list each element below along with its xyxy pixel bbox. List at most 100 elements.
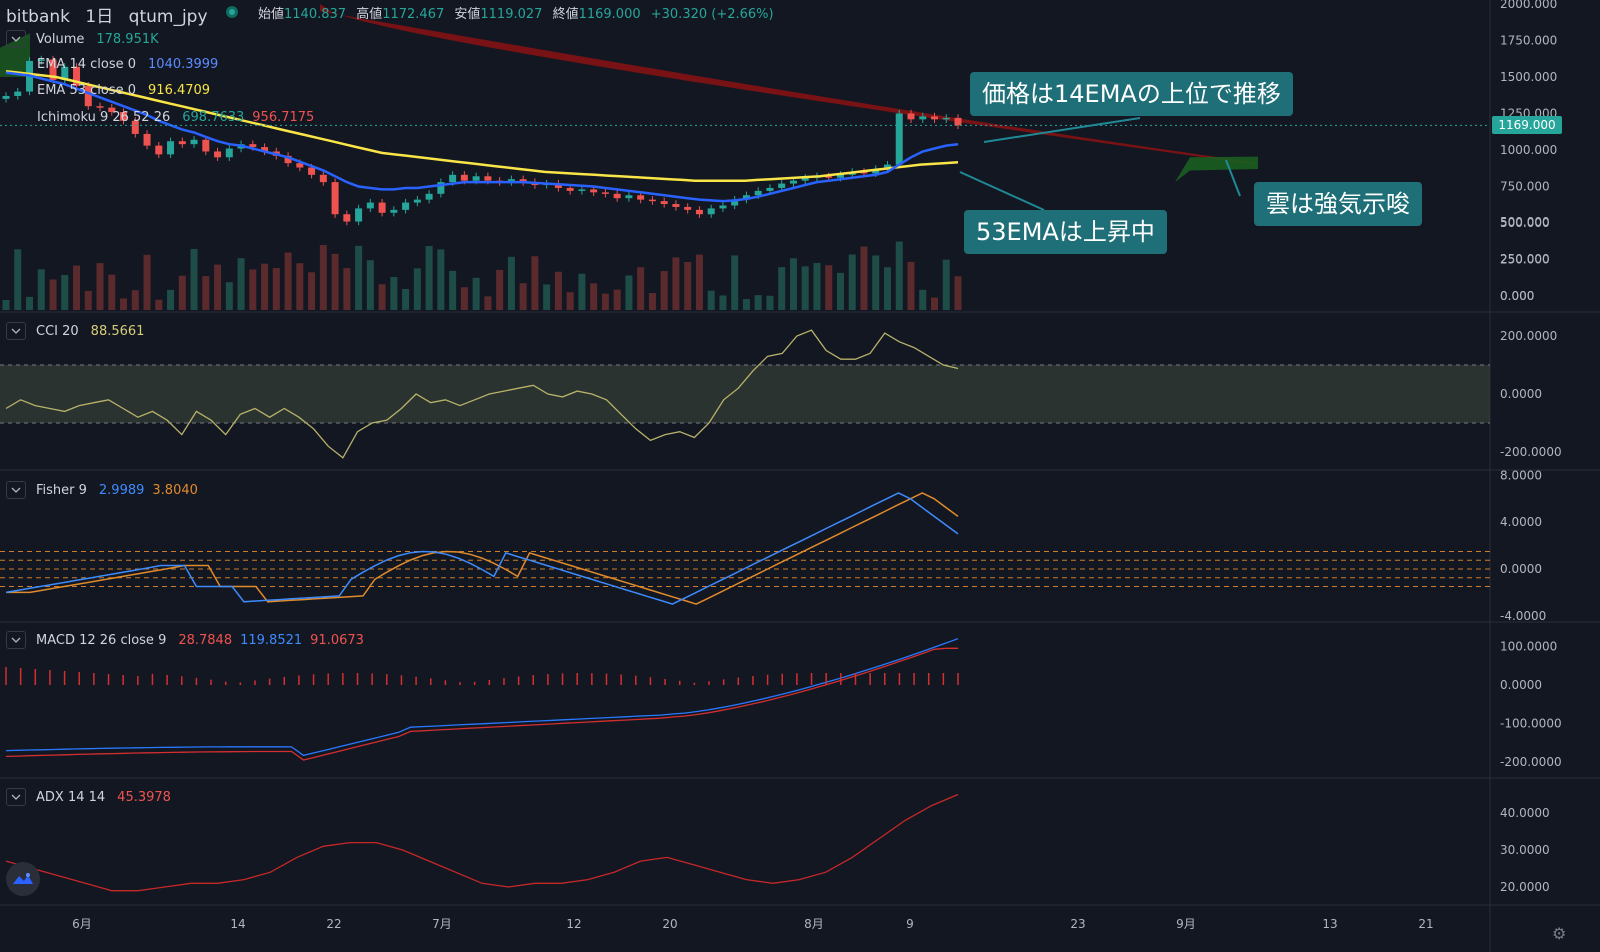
volume-bar (930, 297, 938, 310)
legend-value: 45.3978 (117, 789, 171, 805)
interval-label[interactable]: 1日 (85, 7, 114, 27)
legend-value: 91.0673 (310, 632, 364, 648)
cci-tick-label: 200.0000 (1500, 329, 1557, 343)
chevron-down-icon[interactable] (6, 788, 26, 806)
volume-bar (507, 256, 515, 310)
volume-bar (178, 275, 186, 310)
volume-tick-label: 250.000 (1500, 252, 1550, 266)
legend-ema14[interactable]: EMA 14 close 0 1040.3999 (6, 57, 226, 72)
legend-volume[interactable]: Volume 178.951K (6, 30, 167, 48)
candle (836, 174, 844, 178)
volume-bar (813, 263, 821, 310)
candle (684, 206, 692, 210)
legend-cci[interactable]: CCI 20 88.5661 (6, 322, 152, 340)
volume-bar (872, 255, 880, 310)
volume-bar (120, 298, 128, 310)
candle (801, 177, 809, 181)
volume-bar (789, 258, 797, 310)
legend-name: CCI 20 (36, 323, 79, 339)
candle (754, 190, 762, 196)
chevron-down-icon[interactable] (6, 631, 26, 649)
legend-fisher[interactable]: Fisher 9 2.9989 3.8040 (6, 481, 206, 499)
candle (249, 144, 257, 148)
candle (190, 139, 198, 145)
volume-bar (519, 283, 527, 310)
volume-bar (554, 271, 562, 310)
candle (742, 195, 750, 200)
cci-band (0, 365, 1490, 423)
volume-bar (202, 276, 210, 310)
volume-bar (590, 283, 598, 310)
volume-bar (378, 284, 386, 310)
candle (731, 199, 739, 206)
symbol-title[interactable]: bitbank 1日 qtum_jpy (6, 2, 218, 27)
time-tick-label: 9 (906, 917, 914, 931)
candle (590, 189, 598, 193)
chevron-down-icon[interactable] (6, 481, 26, 499)
candle (860, 171, 868, 174)
cci-tick-label: -200.0000 (1500, 445, 1562, 459)
volume-bar (836, 272, 844, 310)
volume-bar (131, 290, 139, 310)
legend-name: Ichimoku 9 26 52 26 (37, 110, 171, 125)
legend-ema53[interactable]: EMA 53 close 0 916.4709 (6, 83, 218, 98)
volume-bar (249, 269, 257, 310)
callout-price-above-ema14: 価格は14EMAの上位で推移 (970, 72, 1293, 116)
time-tick-label: 7月 (432, 917, 452, 931)
volume-bar (237, 258, 245, 310)
volume-bar (37, 269, 45, 310)
candle (519, 179, 527, 183)
volume-bar (601, 293, 609, 310)
volume-bar (625, 275, 633, 310)
time-tick-label: 23 (1070, 917, 1085, 931)
price-tick-label: 1000.000 (1500, 143, 1557, 157)
open-label: 始値 (258, 7, 285, 22)
candle (672, 204, 680, 207)
candle (578, 189, 586, 191)
legend-ichimoku[interactable]: Ichimoku 9 26 52 26 698.7633 956.7175 (6, 110, 322, 125)
legend-value: 698.7633 (182, 110, 245, 125)
candles (2, 55, 962, 226)
legend-macd[interactable]: MACD 12 26 close 9 28.7848 119.8521 91.0… (6, 631, 372, 649)
volume-bar (825, 265, 833, 310)
price-tick-label: 2000.000 (1500, 0, 1557, 11)
volume-bar (883, 267, 891, 310)
legend-value: 916.4709 (148, 83, 211, 98)
cci-line (5, 329, 959, 459)
candle (625, 195, 633, 199)
time-tick-label: 21 (1418, 917, 1433, 931)
chevron-down-icon[interactable] (6, 322, 26, 340)
adx-tick-label: 30.0000 (1500, 843, 1550, 857)
price-tick-label: 500.000 (1500, 216, 1550, 230)
volume-bar (190, 249, 198, 310)
volume-bar (648, 293, 656, 310)
gear-icon[interactable]: ⚙ (1552, 924, 1567, 943)
chevron-down-icon[interactable] (6, 30, 26, 48)
fisher-tick-label: -4.0000 (1500, 609, 1546, 623)
candle (637, 195, 645, 200)
time-tick-label: 13 (1322, 917, 1337, 931)
legend-name: Volume (36, 31, 85, 47)
candle (331, 182, 339, 215)
cci-tick-label: 0.0000 (1500, 387, 1542, 401)
macd-tick-label: 0.0000 (1500, 678, 1542, 692)
volume-bar (366, 260, 374, 310)
candle (613, 193, 621, 199)
volume-bar (355, 245, 363, 310)
high-value: 1172.467 (382, 7, 445, 22)
candle (84, 85, 92, 107)
tradingview-logo-icon[interactable] (6, 862, 40, 896)
candle (766, 187, 774, 191)
market-status-icon (226, 6, 238, 18)
volume-bar (84, 290, 92, 310)
candle (225, 148, 233, 158)
legend-adx[interactable]: ADX 14 14 45.3978 (6, 788, 179, 806)
macd-signal-line (5, 647, 958, 761)
candle (37, 59, 45, 61)
volume-bar (61, 275, 69, 310)
time-tick-label: 8月 (804, 917, 824, 931)
volume-bar (660, 271, 668, 310)
candle (601, 192, 609, 194)
volume-bar (214, 264, 222, 310)
